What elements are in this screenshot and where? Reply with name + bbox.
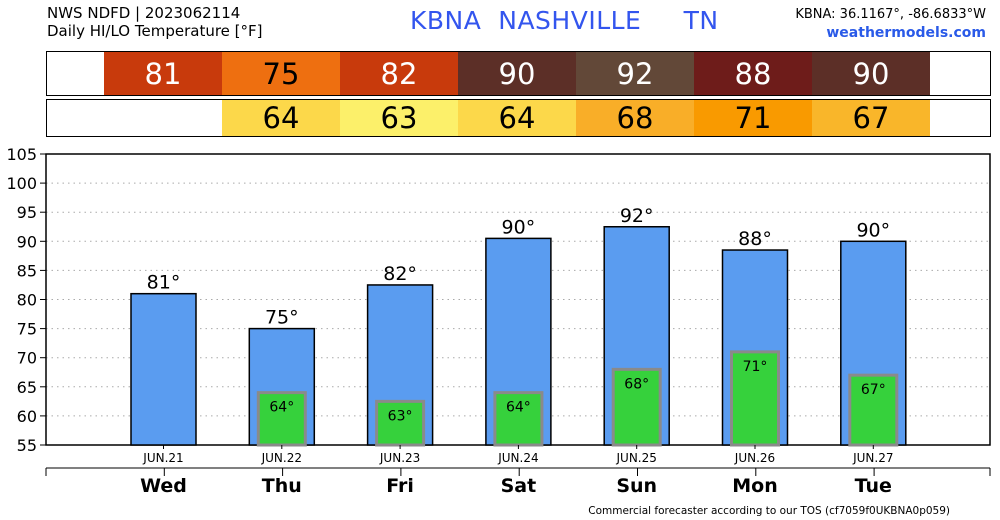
- y-tick-label: 65: [17, 378, 37, 397]
- lo-bar: [256, 391, 307, 447]
- lo-value-cell: 67: [812, 100, 930, 136]
- header-right: KBNA: 36.1167°, -86.6833°W weathermodels…: [795, 6, 986, 42]
- model-run: NWS NDFD | 2023062114: [47, 4, 241, 22]
- y-tick-label: 70: [17, 349, 37, 368]
- y-tick-label: 90: [17, 232, 37, 251]
- hi-label: 88°: [738, 228, 772, 250]
- day-label: Fri: [386, 475, 414, 497]
- y-tick-label: 95: [17, 203, 37, 222]
- footer-note: Commercial forecaster according to our T…: [588, 505, 950, 517]
- y-tick-label: 105: [6, 145, 37, 164]
- lo-value-cell: 68: [576, 100, 694, 136]
- date-label: JUN.26: [734, 451, 775, 465]
- hi-value-cell: 90: [812, 52, 930, 95]
- lo-label: 64°: [506, 400, 531, 416]
- day-label: Mon: [732, 475, 778, 497]
- lo-value-cell: 71: [694, 100, 812, 136]
- hi-value-cell: 88: [694, 52, 812, 95]
- day-label: Sun: [616, 475, 657, 497]
- day-label: Tue: [855, 475, 892, 497]
- hi-value-cell: 75: [222, 52, 340, 95]
- hi-temperature-band: 81 75 82 90 92 88 90: [46, 51, 991, 96]
- lo-bar: [611, 367, 662, 447]
- date-label: JUN.22: [261, 451, 302, 465]
- hi-label: 75°: [265, 307, 299, 329]
- y-tick-label: 80: [17, 291, 37, 310]
- lo-temperature-band: 64 63 64 68 71 67: [46, 99, 991, 137]
- hi-bar: [130, 292, 197, 446]
- header-left: NWS NDFD | 2023062114 Daily HI/LO Temper…: [47, 4, 263, 40]
- y-tick-label: 100: [6, 174, 37, 193]
- date-label: JUN.21: [142, 451, 183, 465]
- hi-value-cell: 92: [576, 52, 694, 95]
- lo-value-cell: 64: [222, 100, 340, 136]
- lo-value-cell: [104, 100, 222, 136]
- station-title: KBNA NASHVILLE TN: [410, 6, 719, 35]
- lo-bar: [848, 373, 899, 447]
- y-tick-label: 85: [17, 261, 37, 280]
- date-label: JUN.27: [852, 451, 893, 465]
- date-label: JUN.23: [379, 451, 420, 465]
- site-link[interactable]: weathermodels.com: [826, 25, 986, 41]
- day-label: Thu: [262, 475, 302, 497]
- y-tick-label: 75: [17, 320, 37, 339]
- lo-bar: [375, 399, 426, 447]
- lo-value-cell: 63: [340, 100, 458, 136]
- lo-label: 64°: [269, 400, 294, 416]
- day-label: Sat: [501, 475, 537, 497]
- lo-label: 63°: [388, 408, 413, 424]
- station-coords: KBNA: 36.1167°, -86.6833°W: [795, 7, 986, 22]
- lo-label: 67°: [861, 382, 886, 398]
- lo-bar: [493, 391, 544, 447]
- hi-label: 92°: [620, 205, 654, 227]
- chart-subtitle: Daily HI/LO Temperature [°F]: [47, 22, 263, 40]
- hi-label: 82°: [383, 263, 417, 285]
- hi-label: 81°: [147, 272, 181, 294]
- hi-value-cell: 82: [340, 52, 458, 95]
- y-tick-label: 55: [17, 436, 37, 455]
- date-label: JUN.24: [497, 451, 538, 465]
- hi-label: 90°: [856, 219, 890, 241]
- lo-label: 68°: [624, 376, 649, 392]
- hi-label: 90°: [502, 216, 536, 238]
- hi-value-cell: 81: [104, 52, 222, 95]
- lo-value-cell: 64: [458, 100, 576, 136]
- day-label: Wed: [140, 475, 187, 497]
- date-label: JUN.25: [616, 451, 657, 465]
- y-tick-label: 60: [17, 407, 37, 426]
- lo-label: 71°: [743, 359, 768, 375]
- hi-value-cell: 90: [458, 52, 576, 95]
